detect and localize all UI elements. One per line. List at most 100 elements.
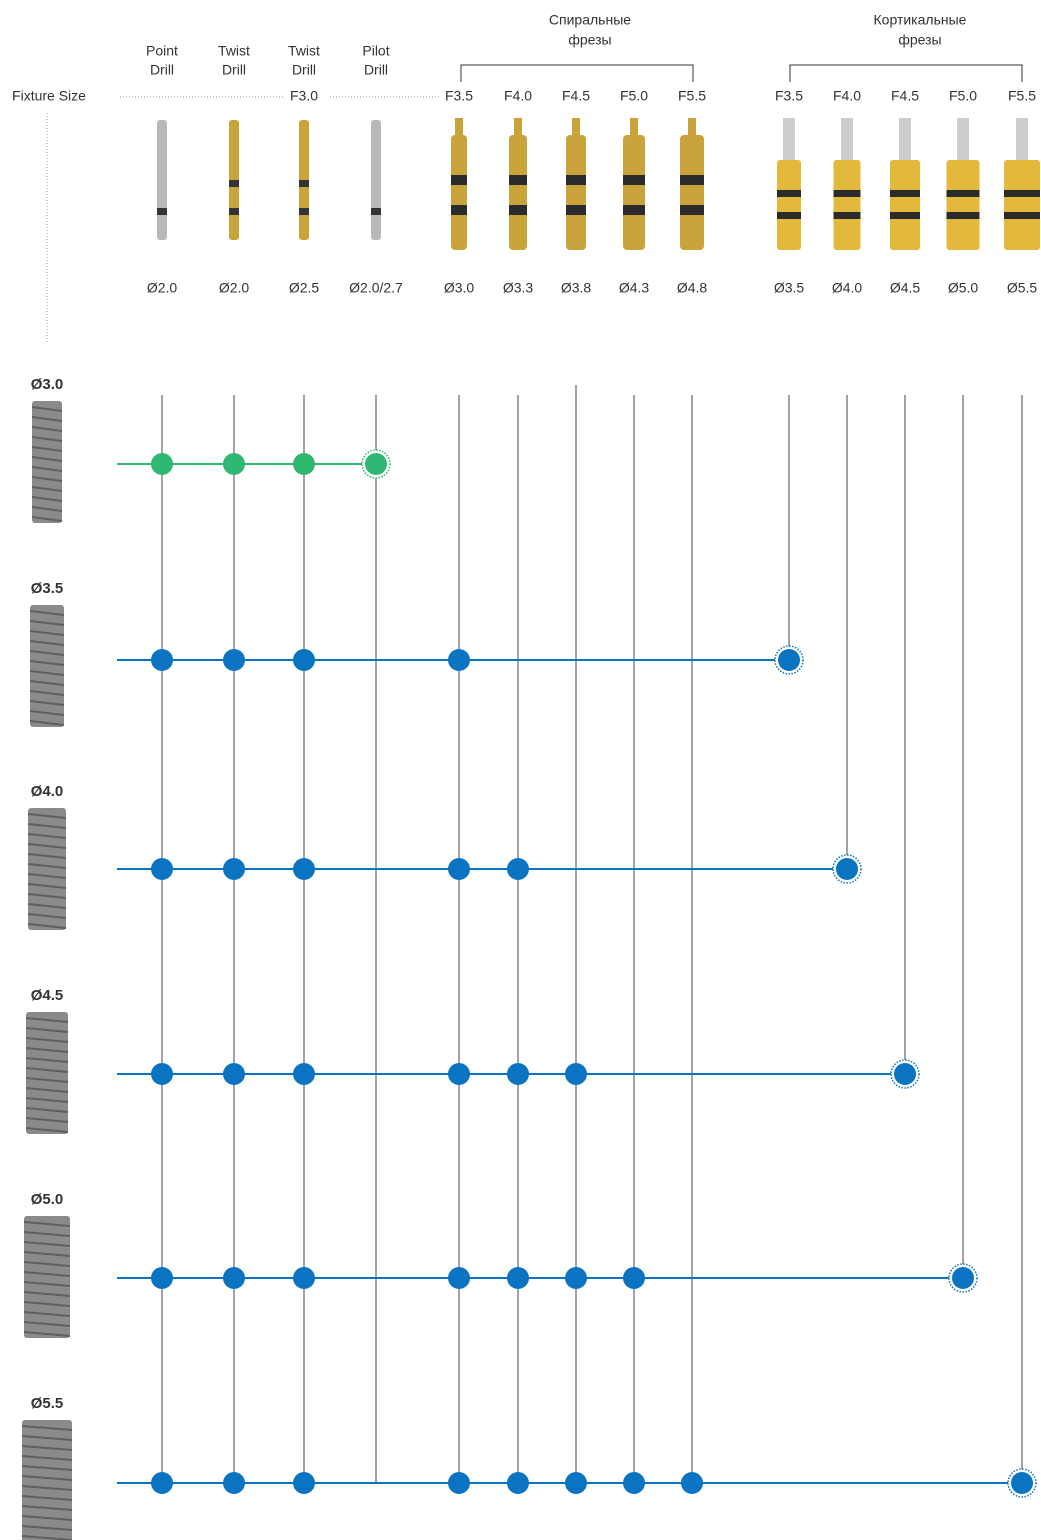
drill-band: [833, 212, 861, 219]
drill-band: [623, 205, 645, 215]
drill-image: [1016, 118, 1028, 163]
drill-band: [890, 190, 920, 197]
step: [151, 453, 173, 475]
implant-thread: [29, 700, 65, 706]
drill-band: [890, 212, 920, 219]
step: [507, 1267, 529, 1289]
step: [565, 1063, 587, 1085]
pilot-size: F3.0: [290, 88, 318, 104]
step: [223, 453, 245, 475]
implant-thread: [31, 466, 63, 472]
drill-band: [229, 208, 239, 215]
implant-thread: [21, 1535, 73, 1540]
drill-image: [899, 118, 911, 163]
drill-band: [299, 180, 309, 187]
drill-band: [566, 175, 586, 185]
step: [293, 858, 315, 880]
final-step: [836, 858, 858, 880]
drill-diameter: Ø2.0/2.7: [349, 280, 403, 296]
drill-band: [509, 205, 527, 215]
group-title: фрезы: [898, 32, 941, 48]
implant-thread: [21, 1475, 73, 1481]
drill-diameter: Ø4.5: [890, 280, 921, 296]
implant-thread: [21, 1525, 73, 1531]
drill-size: F3.5: [445, 88, 473, 104]
drill-image: [630, 118, 638, 138]
implant-thread: [29, 720, 65, 726]
implant-thread: [27, 843, 67, 849]
implant-thread: [29, 620, 65, 626]
implant-thread: [31, 516, 63, 522]
implant-thread: [29, 670, 65, 676]
drill-band: [371, 208, 381, 215]
drill-band: [229, 180, 239, 187]
implant-thread: [25, 1017, 69, 1023]
implant-thread: [25, 1057, 69, 1063]
group-bracket: [789, 64, 1023, 82]
step: [223, 1267, 245, 1289]
step: [223, 858, 245, 880]
drill-image: [946, 160, 980, 250]
drill-image: [455, 118, 463, 138]
step: [151, 1063, 173, 1085]
drill-image: [623, 135, 645, 250]
implant-thread: [23, 1311, 71, 1317]
step: [293, 453, 315, 475]
implant-thread: [27, 873, 67, 879]
drill-image: [777, 160, 801, 250]
tool-name: Twist: [288, 43, 320, 59]
drill-band: [946, 190, 980, 197]
implant-thread: [23, 1271, 71, 1277]
drill-size: F5.0: [949, 88, 977, 104]
drill-image: [451, 135, 467, 250]
drill-band: [833, 190, 861, 197]
implant-thread: [23, 1231, 71, 1237]
fixture-label: Ø5.5: [31, 1395, 64, 1412]
implant-thread: [27, 923, 67, 929]
implant-thread: [23, 1241, 71, 1247]
implant-image: [24, 1216, 70, 1338]
implant-thread: [27, 833, 67, 839]
final-step: [952, 1267, 974, 1289]
drill-image: [783, 118, 795, 163]
implant-thread: [27, 903, 67, 909]
implant-thread: [21, 1505, 73, 1511]
implant-thread: [25, 1107, 69, 1113]
fixture-label: Ø5.0: [31, 1191, 64, 1208]
implant-thread: [21, 1465, 73, 1471]
implant-thread: [21, 1435, 73, 1441]
implant-thread: [21, 1495, 73, 1501]
tool-name: Drill: [292, 62, 316, 78]
implant-thread: [23, 1261, 71, 1267]
drill-image: [841, 118, 853, 163]
implant-thread: [31, 416, 63, 422]
implant-thread: [23, 1331, 71, 1337]
drill-band: [451, 205, 467, 215]
drill-size: F5.0: [620, 88, 648, 104]
implant-thread: [29, 680, 65, 686]
step: [565, 1472, 587, 1494]
drill-diameter: Ø2.0: [147, 280, 178, 296]
drill-band: [680, 205, 704, 215]
implant-thread: [21, 1445, 73, 1451]
implant-thread: [29, 630, 65, 636]
final-step: [365, 453, 387, 475]
drill-band: [1004, 212, 1040, 219]
implant-thread: [29, 650, 65, 656]
implant-thread: [27, 823, 67, 829]
implant-thread: [23, 1301, 71, 1307]
implant-thread: [21, 1425, 73, 1431]
drill-band: [566, 205, 586, 215]
drill-image: [509, 135, 527, 250]
implant-image: [30, 605, 64, 727]
implant-thread: [21, 1515, 73, 1521]
step: [293, 1063, 315, 1085]
implant-thread: [23, 1281, 71, 1287]
group-title: Спиральные: [549, 12, 631, 28]
implant-thread: [31, 476, 63, 482]
final-step: [778, 649, 800, 671]
implant-thread: [25, 1087, 69, 1093]
implant-thread: [31, 446, 63, 452]
implant-thread: [23, 1321, 71, 1327]
fixture-size-label: Fixture Size: [12, 88, 86, 104]
